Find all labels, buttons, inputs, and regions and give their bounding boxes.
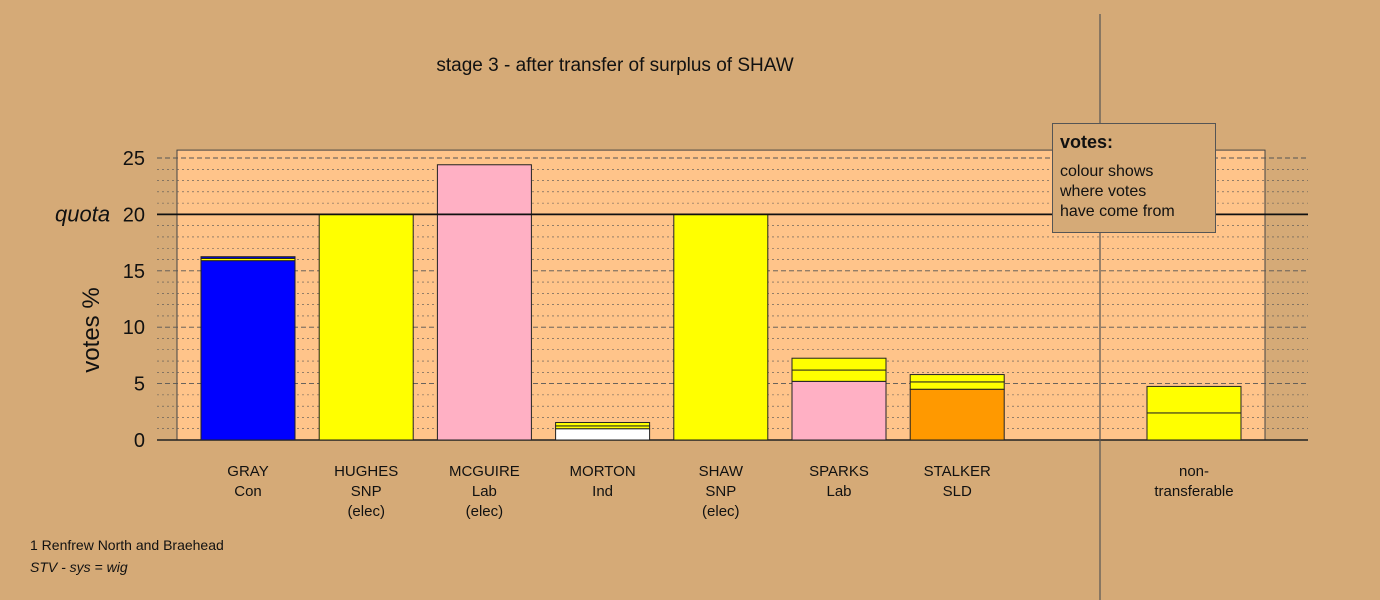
legend: votes: colour shows where votes have com…	[1052, 123, 1216, 233]
y-tick-label: 10	[123, 317, 145, 339]
x-tick-label-party: SNP	[705, 483, 736, 500]
y-tick-label: 20	[123, 204, 145, 226]
x-tick-label-nontransferable: non-	[1179, 463, 1209, 480]
nontransferable-bar-segment	[1146, 385, 1242, 414]
quota-label: quota	[55, 201, 110, 226]
x-tick-label-name: GRAY	[227, 463, 268, 480]
bar-segment	[436, 164, 532, 441]
x-tick-label-name: MCGUIRE	[449, 463, 520, 480]
bar-segment	[318, 213, 414, 441]
bar-segment	[673, 213, 769, 441]
y-axis-label: votes %	[78, 287, 105, 372]
x-tick-label-party: Ind	[592, 483, 613, 500]
x-tick-label-party: Con	[234, 483, 262, 500]
bar-segment	[791, 369, 887, 382]
bar-segment	[555, 428, 651, 441]
x-tick-label-status: (elec)	[466, 503, 504, 520]
x-tick-label-name: STALKER	[924, 463, 991, 480]
footnote-ward: 1 Renfrew North and Braehead	[30, 537, 224, 553]
x-tick-label-party: SNP	[351, 483, 382, 500]
chart-title: stage 3 - after transfer of surplus of S…	[436, 55, 793, 76]
bar-segment	[909, 388, 1005, 441]
legend-line: have come from	[1060, 203, 1175, 220]
bar-segment	[791, 380, 887, 441]
x-tick-label-status: (elec)	[702, 503, 740, 520]
x-tick-label-nontransferable: transferable	[1154, 483, 1233, 500]
bar-segment	[909, 374, 1005, 383]
x-tick-label-party: Lab	[826, 483, 851, 500]
legend-line: where votes	[1060, 183, 1147, 200]
y-tick-label: 15	[123, 261, 145, 283]
legend-title: votes:	[1060, 132, 1114, 152]
x-tick-label-party: Lab	[472, 483, 497, 500]
bar-segment	[791, 357, 887, 371]
y-tick-label: 0	[134, 430, 145, 452]
x-tick-label-status: (elec)	[347, 503, 385, 520]
x-tick-label-name: SPARKS	[809, 463, 869, 480]
x-tick-label-name: HUGHES	[334, 463, 398, 480]
bar-segment	[555, 422, 651, 427]
y-tick-label: 25	[123, 148, 145, 170]
x-tick-label-party: SLD	[943, 483, 972, 500]
bar-segment	[200, 256, 296, 259]
bar-segment	[909, 381, 1005, 390]
nontransferable-bar-segment	[1146, 412, 1242, 441]
x-tick-label-name: MORTON	[570, 463, 636, 480]
legend-line: colour shows	[1060, 163, 1154, 180]
footnote-system: STV - sys = wig	[30, 559, 128, 575]
bar-segment	[200, 260, 296, 441]
y-tick-label: 5	[134, 374, 145, 396]
x-tick-label-name: SHAW	[699, 463, 744, 480]
